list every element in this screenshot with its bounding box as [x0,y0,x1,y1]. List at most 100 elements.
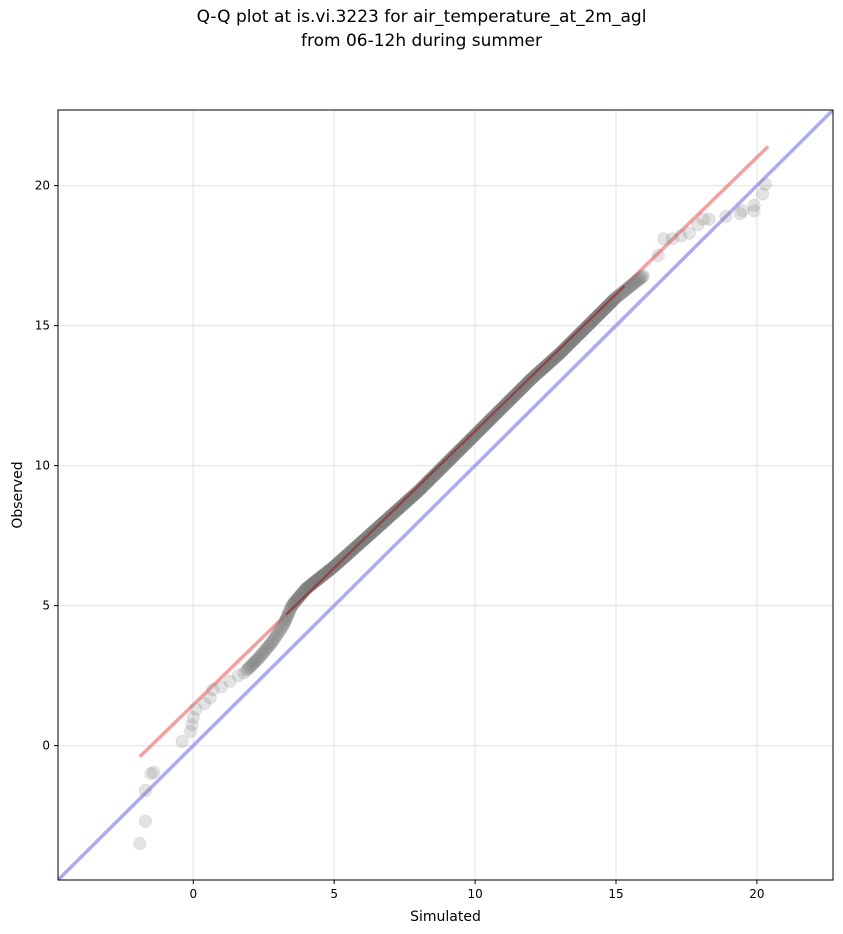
data-point [400,494,415,508]
data-point [501,395,515,409]
data-point [244,659,258,673]
data-point [249,654,263,668]
data-point [519,377,533,391]
data-point [253,650,267,664]
data-point [631,273,646,287]
data-point [691,218,705,232]
data-point [314,570,328,584]
data-point [388,505,402,519]
data-point [507,389,521,403]
data-point [318,567,332,581]
data-point [434,461,448,476]
data-point [475,420,490,434]
data-point [453,443,467,457]
data-point [317,568,331,582]
data-point [548,350,563,364]
data-point [316,568,330,583]
data-point [289,593,303,608]
data-point [549,349,564,363]
data-point [396,498,410,512]
data-point [393,501,407,515]
data-point [603,297,617,311]
y-tick-label: 20 [35,179,50,193]
data-point [379,513,393,527]
data-point [248,655,262,669]
data-point [535,363,549,377]
data-point [312,572,326,586]
data-point [565,334,579,348]
data-point [437,458,451,473]
reference-lines [58,110,833,880]
y-axis-ticks: 0 5 10 15 20 [35,179,58,753]
data-point [586,313,600,328]
data-point [272,624,286,638]
data-point [736,204,750,218]
data-point [444,452,458,466]
data-point [287,596,301,610]
identity-line [58,110,833,880]
data-point [487,409,501,423]
data-point [256,645,271,659]
data-point [601,299,615,313]
x-tick-label: 15 [608,887,623,901]
data-point [259,642,274,656]
data-point [439,457,453,471]
data-point [245,658,259,672]
data-point [509,387,523,401]
data-point [278,614,292,628]
data-point [255,647,269,662]
data-point [550,348,565,363]
data-point [241,662,255,676]
data-point [223,674,237,688]
data-point [392,502,406,516]
data-point [383,510,397,524]
data-point [279,612,293,626]
data-point [632,272,646,286]
data-point [138,783,152,798]
data-point [634,270,648,285]
data-point [533,364,547,378]
data-point [189,702,203,716]
data-point [505,391,519,405]
data-point [267,632,282,646]
data-point [319,566,333,580]
data-point [271,626,285,640]
data-point [380,512,394,526]
data-point [584,315,598,329]
data-point [398,496,412,510]
data-point [456,440,470,454]
data-point [545,353,560,367]
data-point [628,275,643,289]
data-point [261,639,276,653]
y-axis-label: Observed [10,461,26,528]
data-point [600,300,614,314]
data-point [547,351,562,365]
data-point [451,445,465,459]
data-point [269,629,284,643]
data-point [441,455,455,469]
x-tick-label: 10 [467,887,482,901]
data-point [635,270,649,284]
data-point [464,432,478,446]
data-point [610,290,624,304]
data-point [438,458,452,472]
data-point [268,630,283,644]
data-point [599,301,613,315]
data-point [578,321,592,335]
data-point [455,441,469,455]
data-point [247,656,261,670]
data-point [461,435,475,449]
data-point [288,595,302,609]
data-point [144,766,158,781]
data-point [401,493,416,507]
y-tick-label: 0 [42,739,50,753]
data-point [583,316,597,330]
data-point [702,212,716,226]
data-point [582,317,596,331]
data-point [320,565,334,579]
data-point [516,380,530,394]
data-point [612,288,626,303]
data-point [560,339,574,353]
data-point [566,333,580,347]
fit-line-overlay [285,285,626,616]
